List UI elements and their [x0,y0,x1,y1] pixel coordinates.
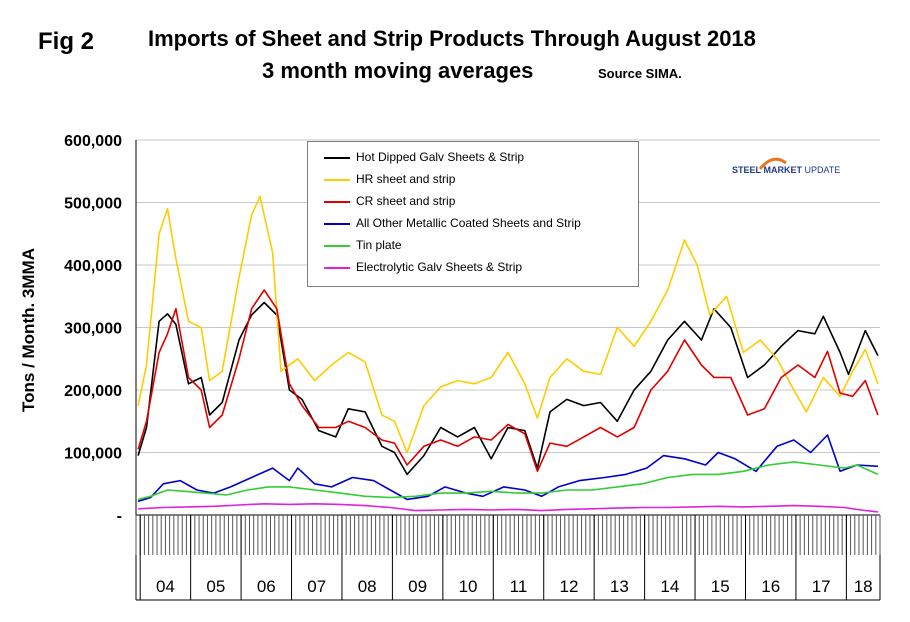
logo-word-steel: STEEL [732,165,762,175]
x-tick-label: 18 [854,577,873,596]
series-line [137,301,879,476]
y-tick-label: - [117,508,122,525]
logo-word-update: UPDATE [804,165,841,175]
x-tick-label: 17 [812,577,831,596]
series-line [137,195,879,454]
source-note: Source SIMA. [598,66,682,81]
x-tick-label: 13 [610,577,629,596]
x-tick-label: 08 [358,577,377,596]
legend-label: CR sheet and strip [356,194,456,208]
x-tick-label: 15 [711,577,730,596]
legend-label: All Other Metallic Coated Sheets and Str… [356,216,581,230]
legend-swatch [324,267,350,269]
x-tick-label: 07 [307,577,326,596]
legend-label: Hot Dipped Galv Sheets & Strip [356,150,525,164]
x-tick-label: 09 [408,577,427,596]
series-line [137,461,879,501]
series-line [137,434,878,503]
chart-legend: Hot Dipped Galv Sheets & Strip HR sheet a… [307,141,639,287]
x-tick-label: 04 [156,577,175,596]
legend-swatch [324,223,350,225]
legend-label: Tin plate [356,238,402,252]
chart-subtitle: 3 month moving averages [262,58,534,83]
legend-swatch [324,201,350,203]
x-tick-label: 05 [206,577,225,596]
legend-label: Electrolytic Galv Sheets & Strip [356,260,523,274]
legend-swatch [324,179,350,181]
x-tick-label: 06 [257,577,276,596]
series-line [137,289,879,473]
legend-label: HR sheet and strip [356,172,456,186]
axes: - 100,000 200,000 300,000 400,000 500,000 600,… [64,133,881,601]
y-tick-label: 300,000 [64,321,122,338]
x-tick-label: 11 [510,577,528,596]
figure-label: Fig 2 [38,28,95,55]
y-axis-label: Tons / Month. 3MMA [19,248,38,412]
y-tick-label: 500,000 [64,196,122,213]
y-tick-label: 400,000 [64,258,122,275]
series-line [138,503,878,513]
series-group [137,195,879,513]
chart-title: Imports of Sheet and Strip Products Thro… [148,26,756,51]
y-tick-label: 600,000 [64,133,122,150]
logo-text: STEEL MARKET UPDATE [732,165,840,175]
logo-word-market: MARKET [763,165,803,175]
legend-swatch [324,157,350,159]
y-tick-label: 200,000 [64,383,122,400]
y-tick-label: 100,000 [64,446,122,463]
logo-swirl-icon [758,157,787,170]
grid [136,139,880,453]
legend-swatch [324,245,350,247]
x-tick-label: 10 [459,577,478,596]
x-tick-label: 16 [761,577,780,596]
x-tick-label: 14 [660,577,679,596]
x-tick-label: 12 [559,577,578,596]
